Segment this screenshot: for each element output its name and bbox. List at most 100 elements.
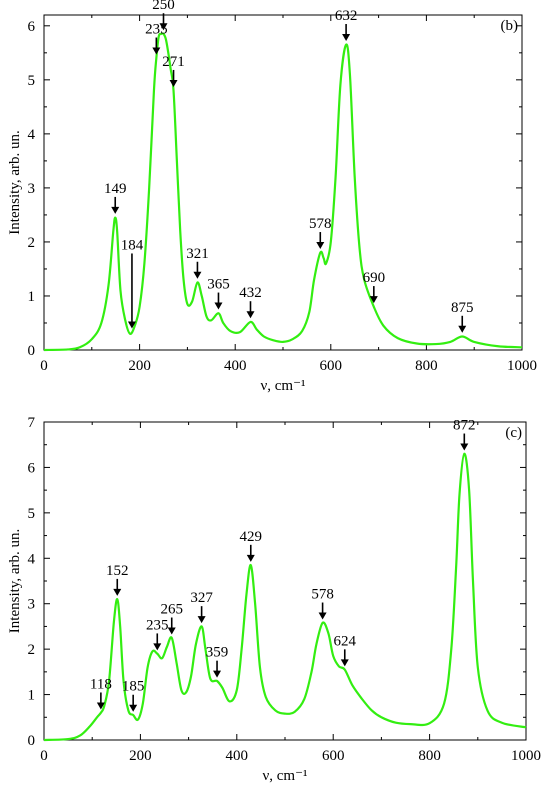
peak-label: 327 — [190, 590, 213, 606]
x-tick-label: 400 — [226, 748, 249, 764]
y-tick-label: 6 — [28, 460, 36, 476]
arrow-head — [197, 616, 206, 624]
peak-annotation: 875 — [451, 300, 474, 333]
arrow-head — [318, 612, 327, 620]
arrow-head — [169, 79, 178, 87]
arrow-head — [96, 702, 105, 710]
y-tick-label: 4 — [28, 127, 36, 143]
y-tick-label: 6 — [28, 19, 36, 35]
x-tick-label: 800 — [418, 748, 441, 764]
peak-label: 624 — [334, 633, 357, 649]
arrow-head — [213, 670, 222, 678]
peak-label: 578 — [309, 216, 332, 232]
peak-annotation: 578 — [311, 587, 334, 620]
y-tick-label: 1 — [28, 688, 36, 704]
peak-label: 632 — [335, 8, 358, 24]
peak-annotation: 250 — [152, 0, 175, 31]
peak-label: 872 — [453, 418, 476, 434]
y-tick-label: 0 — [28, 343, 36, 359]
peak-label: 185 — [122, 679, 145, 695]
chart-panel-c: 0 200 400 600 800 1000 0 1 2 3 4 5 6 7 ν, cm⁻¹ Intensit… — [7, 415, 541, 784]
y-tick-label: 1 — [28, 289, 36, 305]
arrow-head — [214, 302, 223, 310]
peak-annotation: 152 — [106, 563, 129, 596]
arrow-head — [246, 311, 255, 319]
peak-label: 690 — [363, 270, 386, 286]
plot-frame — [43, 421, 527, 741]
peak-label: 875 — [451, 300, 474, 316]
arrow-head — [316, 242, 325, 250]
arrow-head — [193, 271, 202, 279]
peak-annotation: 184 — [121, 237, 144, 329]
peak-annotation: 271 — [162, 54, 185, 87]
arrow-head — [127, 321, 136, 329]
peak-label: 184 — [121, 237, 144, 253]
peak-annotation: 578 — [309, 216, 332, 250]
peak-label: 429 — [240, 529, 263, 545]
arrow-head — [458, 325, 467, 333]
peak-label: 265 — [160, 602, 183, 618]
arrow-head — [111, 206, 120, 214]
peak-label: 271 — [162, 54, 185, 70]
panel-label: (b) — [501, 18, 519, 34]
peak-label: 149 — [104, 181, 127, 197]
arrow-head — [369, 296, 378, 304]
panel-label: (c) — [505, 425, 522, 441]
y-tick-label: 3 — [28, 181, 36, 197]
arrow-head — [129, 704, 138, 712]
y-tick-label: 2 — [28, 235, 36, 251]
y-axis-label: Intensity, arb. un. — [7, 130, 23, 234]
peak-annotation: 327 — [190, 590, 213, 624]
peak-annotation: 149 — [104, 181, 127, 214]
peak-annotation: 432 — [239, 285, 262, 319]
y-tick-label: 0 — [28, 733, 36, 749]
peak-label: 321 — [186, 246, 209, 262]
peak-label: 578 — [311, 587, 334, 603]
x-tick-label: 0 — [40, 748, 48, 764]
arrow-head — [153, 643, 162, 651]
x-tick-label: 600 — [320, 358, 343, 374]
peak-annotation: 235 — [146, 617, 169, 651]
x-tick-label: 600 — [322, 748, 345, 764]
x-tick-label: 1000 — [511, 748, 541, 764]
x-tick-label: 0 — [40, 358, 48, 374]
spectrum-line — [43, 32, 523, 352]
y-axis-label: Intensity, arb. un. — [7, 529, 23, 633]
peak-annotation: 118 — [90, 676, 112, 710]
arrow-head — [113, 588, 122, 596]
spectrum-line — [43, 452, 527, 742]
arrow-head — [159, 23, 168, 31]
y-tick-label: 5 — [28, 73, 36, 89]
y-tick-label: 3 — [28, 597, 36, 613]
arrow-head — [460, 443, 469, 451]
peak-annotation: 265 — [160, 602, 183, 635]
y-tick-label: 4 — [28, 551, 36, 567]
arrow-head — [167, 627, 176, 635]
peak-annotation: 872 — [453, 418, 476, 451]
peak-annotation: 690 — [363, 270, 386, 304]
y-tick-label: 2 — [28, 642, 36, 658]
x-tick-label: 200 — [129, 748, 152, 764]
chart-panel-b: 0 200 400 600 800 1000 0 1 2 3 4 5 6 ν, cm⁻¹ Intensity… — [7, 0, 537, 394]
x-tick-label: 400 — [224, 358, 247, 374]
peak-annotation: 365 — [207, 277, 230, 310]
x-tick-label: 1000 — [507, 358, 537, 374]
peak-label: 118 — [90, 676, 112, 692]
arrow-head — [246, 554, 255, 562]
peak-label: 365 — [207, 277, 230, 293]
peak-label: 250 — [152, 0, 175, 13]
peak-label: 432 — [239, 285, 262, 301]
peak-label: 235 — [146, 617, 169, 633]
peak-label: 359 — [206, 645, 229, 661]
peak-annotation: 429 — [240, 529, 263, 562]
peak-annotation: 632 — [335, 8, 358, 42]
peak-annotation: 624 — [334, 633, 357, 667]
x-tick-label: 800 — [415, 358, 438, 374]
y-tick-label: 5 — [28, 506, 36, 522]
peak-annotation: 321 — [186, 246, 209, 279]
x-axis-label: ν, cm⁻¹ — [262, 768, 307, 784]
peak-annotation: 185 — [122, 679, 145, 712]
x-tick-label: 200 — [128, 358, 151, 374]
arrow-head — [152, 47, 161, 55]
